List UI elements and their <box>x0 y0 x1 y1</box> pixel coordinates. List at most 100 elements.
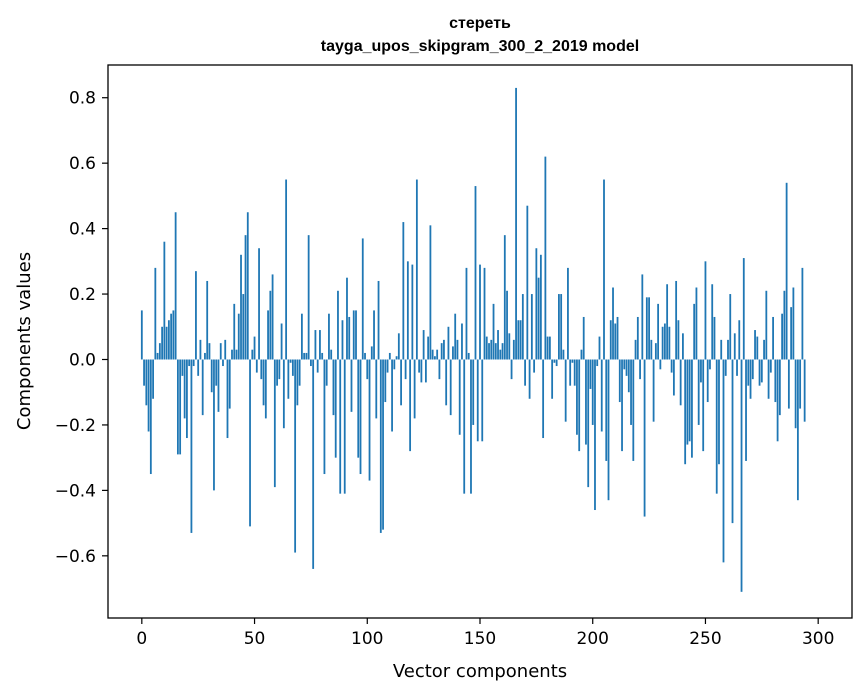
bar-157 <box>494 343 497 360</box>
bar-198 <box>587 359 590 488</box>
bar-99 <box>364 352 366 360</box>
bar-80 <box>321 352 324 360</box>
bar-172 <box>528 359 531 399</box>
bar-257 <box>720 339 723 360</box>
bar-35 <box>219 343 222 360</box>
bar-281 <box>774 359 777 403</box>
bar-10 <box>163 241 166 360</box>
bar-190 <box>569 359 572 386</box>
bar-247 <box>697 359 700 425</box>
bar-282 <box>776 359 779 442</box>
bar-239 <box>679 359 682 406</box>
bar-55 <box>264 359 267 419</box>
bar-236 <box>672 359 675 396</box>
bar-254 <box>713 316 716 360</box>
bar-47 <box>246 212 249 360</box>
bar-82 <box>325 359 328 386</box>
bar-139 <box>454 313 457 360</box>
bar-33 <box>215 359 218 386</box>
bar-194 <box>578 359 581 452</box>
bar-121 <box>413 359 416 419</box>
bar-38 <box>226 359 229 439</box>
bar-253 <box>711 284 714 360</box>
bar-241 <box>684 359 687 465</box>
bar-25 <box>197 359 200 376</box>
bar-169 <box>521 294 524 360</box>
bar-105 <box>377 280 380 360</box>
bar-34 <box>217 359 220 412</box>
bar-19 <box>183 359 186 419</box>
bar-94 <box>352 310 355 360</box>
bar-22 <box>190 359 193 533</box>
bar-51 <box>255 359 258 373</box>
bar-276 <box>763 339 765 360</box>
bar-48 <box>249 359 251 527</box>
bar-256 <box>718 359 720 465</box>
bar-12 <box>167 320 170 360</box>
bar-200 <box>591 359 594 425</box>
bar-2 <box>145 359 148 406</box>
bar-49 <box>251 349 254 360</box>
bar-289 <box>792 287 795 360</box>
bar-65 <box>287 359 290 399</box>
bar-144 <box>465 267 468 360</box>
bar-183 <box>553 359 556 363</box>
bar-251 <box>706 359 709 403</box>
bar-293 <box>801 267 804 360</box>
bar-89 <box>341 320 344 360</box>
bar-262 <box>731 359 734 524</box>
bar-243 <box>688 359 691 442</box>
bar-138 <box>452 346 454 360</box>
bar-269 <box>747 359 750 386</box>
bar-175 <box>535 248 538 360</box>
bar-9 <box>161 326 164 360</box>
bar-162 <box>506 290 508 360</box>
bar-50 <box>253 336 256 360</box>
y-tick-label-4: 0.2 <box>69 285 96 305</box>
bar-267 <box>742 258 745 360</box>
bar-235 <box>670 359 673 373</box>
y-tick-label-7: 0.8 <box>69 89 96 109</box>
bar-125 <box>422 330 425 360</box>
bar-88 <box>339 359 342 494</box>
bar-178 <box>542 359 545 439</box>
bar-187 <box>562 349 565 360</box>
bar-179 <box>544 156 547 360</box>
x-tick-label-5: 250 <box>689 629 721 649</box>
bar-207 <box>607 359 610 501</box>
bar-209 <box>612 287 614 360</box>
bar-177 <box>539 254 542 360</box>
bar-197 <box>585 359 587 445</box>
bar-264 <box>736 359 738 376</box>
bar-118 <box>406 261 409 360</box>
bar-252 <box>709 359 711 370</box>
bar-280 <box>772 316 774 360</box>
x-axis: 0 50 100 150 200 250 300 <box>136 618 834 649</box>
bar-192 <box>573 359 576 386</box>
bar-29 <box>206 280 209 360</box>
y-tick-label-5: 0.4 <box>69 220 96 240</box>
bar-258 <box>722 359 725 563</box>
bar-240 <box>682 333 684 360</box>
bar-127 <box>427 336 430 360</box>
bar-234 <box>668 326 671 360</box>
bar-57 <box>269 290 272 360</box>
bar-14 <box>172 310 175 360</box>
bar-204 <box>600 359 603 432</box>
bar-100 <box>366 359 369 380</box>
bar-79 <box>319 330 321 360</box>
bar-136 <box>447 326 450 360</box>
bar-63 <box>282 359 285 429</box>
bar-284 <box>781 313 784 360</box>
bar-8 <box>158 343 161 360</box>
bar-263 <box>733 333 736 360</box>
bar-226 <box>650 339 653 360</box>
bar-132 <box>438 359 441 380</box>
bar-131 <box>436 349 439 360</box>
x-tick-label-3: 150 <box>464 629 496 649</box>
bar-96 <box>357 359 360 458</box>
chart-title: стереть <box>449 15 511 32</box>
bar-74 <box>307 235 310 360</box>
bar-231 <box>661 326 664 360</box>
bar-92 <box>348 316 351 360</box>
